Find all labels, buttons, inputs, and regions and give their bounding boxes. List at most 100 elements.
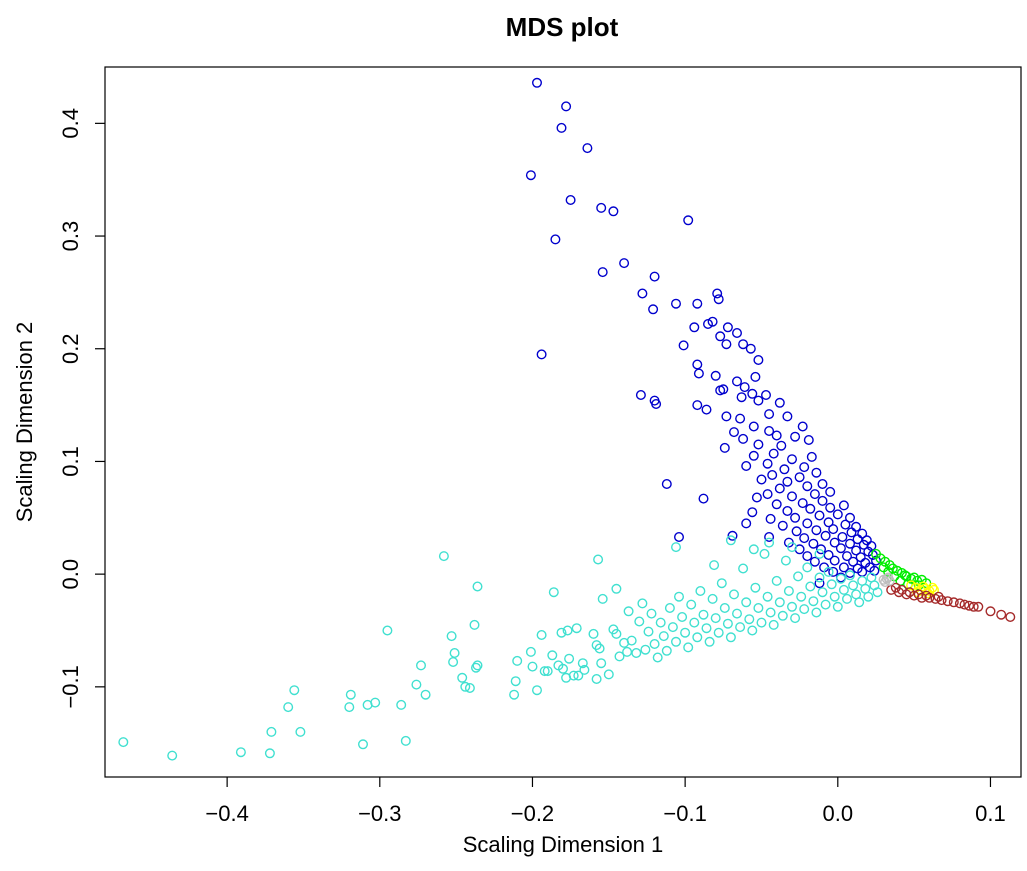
data-point	[729, 427, 740, 438]
data-point	[845, 512, 856, 523]
data-point	[745, 343, 756, 354]
data-point	[996, 609, 1007, 620]
data-point	[652, 652, 663, 663]
data-point	[809, 556, 820, 567]
data-point	[768, 619, 779, 630]
data-point	[597, 267, 608, 278]
data-point	[722, 322, 733, 333]
data-point	[608, 206, 619, 217]
data-point	[603, 669, 614, 680]
data-point	[738, 563, 749, 574]
data-point	[619, 258, 630, 269]
data-point	[751, 492, 762, 503]
data-point	[817, 479, 828, 490]
data-point	[637, 288, 648, 299]
data-point	[764, 409, 775, 420]
data-point	[637, 598, 648, 609]
data-point	[411, 679, 422, 690]
data-point	[741, 518, 752, 529]
data-point	[640, 644, 651, 655]
data-point	[547, 650, 558, 661]
data-point	[817, 495, 828, 506]
data-point	[416, 660, 427, 671]
data-point	[692, 632, 703, 643]
data-point	[469, 619, 480, 630]
data-point	[692, 400, 703, 411]
data-point	[973, 601, 984, 612]
data-point	[536, 349, 547, 360]
data-point	[780, 555, 791, 566]
data-point	[460, 681, 471, 692]
data-point	[686, 599, 697, 610]
data-point	[713, 627, 724, 638]
data-point	[703, 319, 714, 330]
data-point	[851, 545, 862, 556]
data-point	[710, 370, 721, 381]
data-point	[707, 593, 718, 604]
data-point	[913, 589, 924, 600]
data-point	[842, 551, 853, 562]
data-point	[345, 689, 356, 700]
data-point	[680, 627, 691, 638]
data-point	[883, 572, 894, 583]
data-point	[878, 562, 889, 573]
data-point	[797, 498, 808, 509]
data-point	[370, 697, 381, 708]
data-point	[787, 542, 798, 553]
data-point	[635, 390, 646, 401]
data-point	[655, 617, 666, 628]
data-point	[623, 606, 634, 617]
data-point	[806, 451, 817, 462]
data-point	[942, 596, 953, 607]
data-point	[829, 591, 840, 602]
data-point	[747, 507, 758, 518]
data-point	[738, 433, 749, 444]
data-point	[719, 603, 730, 614]
data-point	[820, 530, 831, 541]
x-axis-title: Scaling Dimension 1	[463, 832, 664, 857]
data-point	[674, 591, 685, 602]
data-point	[811, 525, 822, 536]
data-point	[933, 591, 944, 602]
x-tick-label: −0.3	[358, 801, 401, 826]
data-point	[884, 560, 895, 571]
data-point	[344, 702, 355, 713]
data-point	[802, 518, 813, 529]
data-point	[732, 328, 743, 339]
data-point	[646, 608, 657, 619]
data-point	[457, 672, 468, 683]
data-point	[716, 578, 727, 589]
plot-border	[104, 66, 1022, 778]
data-point	[648, 304, 659, 315]
data-point	[577, 658, 588, 669]
y-tick-label: 0.0	[58, 559, 83, 590]
data-point	[564, 653, 575, 664]
chart-title: MDS plot	[505, 12, 619, 42]
data-point	[900, 570, 911, 581]
data-point	[614, 651, 625, 662]
data-point	[848, 580, 859, 591]
data-point	[721, 411, 732, 422]
data-point	[805, 503, 816, 514]
data-point	[828, 566, 839, 577]
data-point	[649, 271, 660, 282]
data-point	[799, 462, 810, 473]
data-point	[828, 524, 839, 535]
data-point	[796, 591, 807, 602]
data-point	[872, 587, 883, 598]
data-point	[542, 666, 553, 677]
data-point	[803, 435, 814, 446]
data-point	[791, 526, 802, 537]
data-point	[858, 539, 869, 550]
data-point	[532, 685, 543, 696]
data-point	[400, 735, 411, 746]
data-point	[671, 636, 682, 647]
data-point	[722, 618, 733, 629]
data-point	[816, 544, 827, 555]
data-point	[761, 390, 772, 401]
data-point	[829, 555, 840, 566]
data-point	[448, 657, 459, 668]
y-tick-label: 0.4	[58, 108, 83, 139]
data-point	[906, 580, 917, 591]
data-point	[799, 604, 810, 615]
